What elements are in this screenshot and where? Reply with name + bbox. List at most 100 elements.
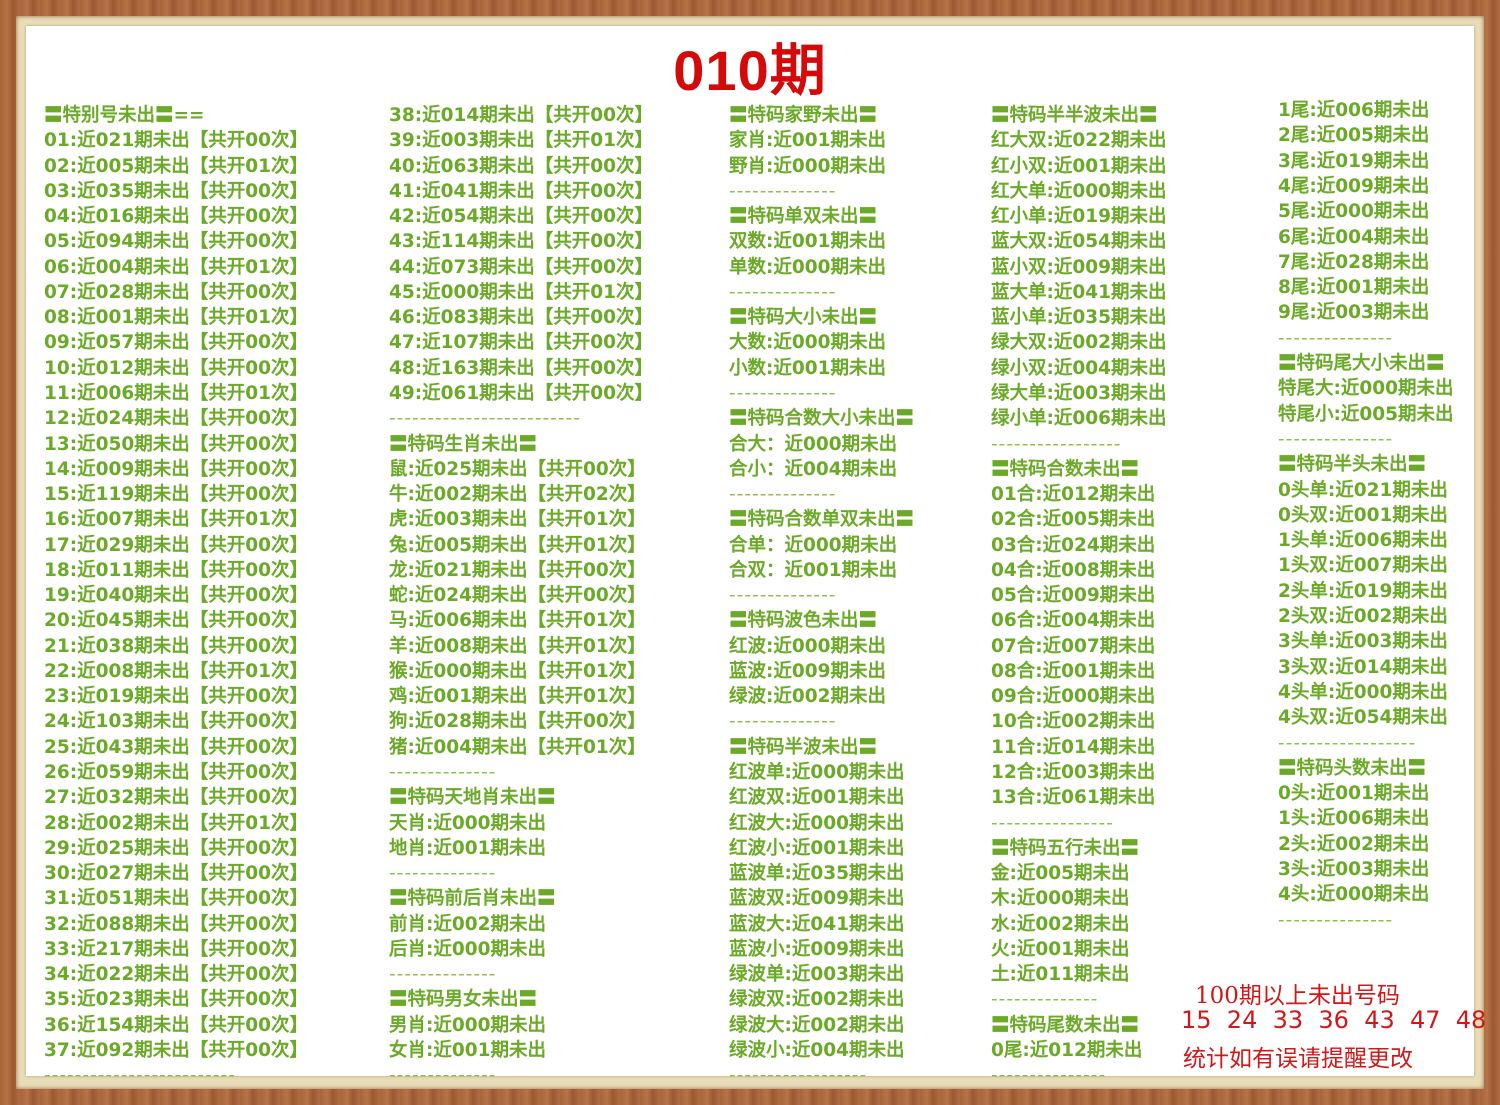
stat-line: 08:近001期未出【共开01次】: [44, 307, 309, 329]
divider: --------------: [729, 382, 837, 404]
stat-line: 3头双:近014期未出: [1278, 656, 1448, 678]
divider: ------------------: [1278, 732, 1417, 754]
stat-line: 5尾:近000期未出: [1278, 201, 1430, 223]
stat-line: 虎:近003期未出【共开01次】: [389, 509, 646, 531]
stat-line: 红波小:近001期未出: [729, 837, 905, 859]
stat-line: 39:近003期未出【共开01次】: [389, 130, 654, 152]
stat-line: 05:近094期未出【共开00次】: [44, 231, 309, 253]
stat-line: 猴:近000期未出【共开01次】: [389, 660, 646, 682]
stat-line: 2尾:近005期未出: [1278, 125, 1430, 147]
stat-line: 28:近002期未出【共开01次】: [44, 812, 309, 834]
section-header: 〓特码尾数未出〓: [991, 1014, 1140, 1036]
stat-line: 1头单:近006期未出: [1278, 530, 1448, 552]
section-header: 〓特码波色未出〓: [729, 610, 878, 632]
section-header: 〓特码家野未出〓: [729, 105, 878, 126]
stat-line: 32:近088期未出【共开00次】: [44, 913, 309, 935]
stat-line: 29:近025期未出【共开00次】: [44, 837, 309, 859]
divider: ----------------: [991, 812, 1114, 834]
stat-line: 木:近000期未出: [991, 888, 1130, 910]
section-header: 〓特码单双未出〓: [729, 206, 878, 228]
stat-line: 狗:近028期未出【共开00次】: [389, 711, 646, 733]
stat-line: 16:近007期未出【共开01次】: [44, 509, 309, 531]
stat-line: 0头:近001期未出: [1278, 783, 1430, 805]
stat-line: 绿波单:近003期未出: [729, 964, 905, 986]
divider: ---------------: [991, 1065, 1107, 1087]
stat-line: 猪:近004期未出【共开01次】: [389, 736, 646, 758]
stat-line: 25:近043期未出【共开00次】: [44, 736, 309, 758]
stat-line: 水:近002期未出: [991, 913, 1130, 935]
stat-line: 绿波:近002期未出: [729, 686, 887, 708]
stat-line: 鸡:近001期未出【共开01次】: [389, 686, 646, 708]
stat-line: 19:近040期未出【共开00次】: [44, 585, 309, 607]
stat-line: 马:近006期未出【共开01次】: [389, 610, 646, 632]
stat-line: 3尾:近019期未出: [1278, 150, 1430, 172]
stat-line: 蓝波大:近041期未出: [729, 913, 905, 935]
section-header: 〓特码五行未出〓: [991, 837, 1140, 859]
stat-line: 1头双:近007期未出: [1278, 555, 1448, 577]
stat-line: 女肖:近001期未出: [389, 1039, 547, 1061]
divider: --------------: [729, 585, 837, 607]
stat-line: 单数:近000期未出: [729, 256, 887, 278]
stat-line: 天肖:近000期未出: [389, 812, 547, 834]
stat-line: 合大：近000期未出: [729, 433, 898, 455]
stat-line: 12:近024期未出【共开00次】: [44, 408, 309, 430]
content-panel: [26, 26, 1474, 1076]
stat-line: 兔:近005期未出【共开01次】: [389, 534, 646, 556]
stat-line: 红小单:近019期未出: [991, 206, 1167, 228]
stat-line: 12合:近003期未出: [991, 762, 1156, 784]
divider: -------------------------: [44, 1065, 236, 1087]
stat-line: 合单：近000期未出: [729, 534, 898, 556]
stat-line: 后肖:近000期未出: [389, 938, 547, 960]
divider: --------------: [729, 180, 837, 202]
stat-line: 红波:近000期未出: [729, 635, 887, 657]
stat-line: 小数:近001期未出: [729, 357, 887, 379]
section-header: 〓特别号未出〓==: [44, 105, 205, 126]
notice-line-1: 100期以上未出号码: [1195, 983, 1400, 1009]
section-header: 〓特码大小未出〓: [729, 307, 878, 329]
stat-line: 蓝波双:近009期未出: [729, 888, 905, 910]
stat-line: 合小：近004期未出: [729, 458, 898, 480]
stat-line: 24:近103期未出【共开00次】: [44, 711, 309, 733]
stat-line: 06:近004期未出【共开01次】: [44, 256, 309, 278]
stat-line: 特尾小:近005期未出: [1278, 403, 1454, 425]
stat-line: 家肖:近001期未出: [729, 130, 887, 152]
stat-line: 鼠:近025期未出【共开00次】: [389, 458, 646, 480]
stat-line: 26:近059期未出【共开00次】: [44, 762, 309, 784]
stat-line: 合双：近001期未出: [729, 559, 898, 581]
stat-line: 绿波大:近002期未出: [729, 1014, 905, 1036]
section-header: 〓特码尾大小未出〓: [1278, 353, 1445, 374]
stat-line: 02合:近005期未出: [991, 509, 1156, 531]
stat-line: 蓝大双:近054期未出: [991, 231, 1167, 253]
notice-numbers: 15 24 33 36 43 47 48: [1181, 1006, 1487, 1034]
divider: --------------: [389, 863, 497, 885]
stat-line: 44:近073期未出【共开00次】: [389, 256, 654, 278]
divider: --------------: [729, 711, 837, 733]
stat-line: 05合:近009期未出: [991, 585, 1156, 607]
section-header: 〓特码半半波未出〓: [991, 105, 1158, 126]
stat-line: 46:近083期未出【共开00次】: [389, 307, 654, 329]
stat-line: 13:近050期未出【共开00次】: [44, 433, 309, 455]
stat-line: 41:近041期未出【共开00次】: [389, 180, 654, 202]
stat-line: 牛:近002期未出【共开02次】: [389, 484, 646, 506]
stat-line: 22:近008期未出【共开01次】: [44, 660, 309, 682]
stat-line: 11:近006期未出【共开01次】: [44, 382, 309, 404]
stat-line: 红大双:近022期未出: [991, 130, 1167, 152]
stat-line: 18:近011期未出【共开00次】: [44, 559, 309, 581]
divider: -----------------: [991, 433, 1122, 455]
stat-line: 10:近012期未出【共开00次】: [44, 357, 309, 379]
section-header: 〓特码天地肖未出〓: [389, 787, 556, 809]
stat-line: 4尾:近009期未出: [1278, 175, 1430, 197]
divider: -------------------------: [389, 408, 581, 430]
stat-line: 1头:近006期未出: [1278, 808, 1430, 830]
stat-line: 蓝小双:近009期未出: [991, 256, 1167, 278]
divider: --------------: [389, 964, 497, 986]
stat-line: 绿波小:近004期未出: [729, 1039, 905, 1061]
divider: ------------------: [729, 1065, 868, 1087]
divider: --------------: [729, 281, 837, 303]
stat-line: 6尾:近004期未出: [1278, 226, 1430, 248]
stat-line: 48:近163期未出【共开00次】: [389, 357, 654, 379]
stat-line: 09合:近000期未出: [991, 686, 1156, 708]
stat-line: 14:近009期未出【共开00次】: [44, 458, 309, 480]
stat-line: 双数:近001期未出: [729, 231, 887, 253]
stat-line: 3头单:近003期未出: [1278, 631, 1448, 653]
